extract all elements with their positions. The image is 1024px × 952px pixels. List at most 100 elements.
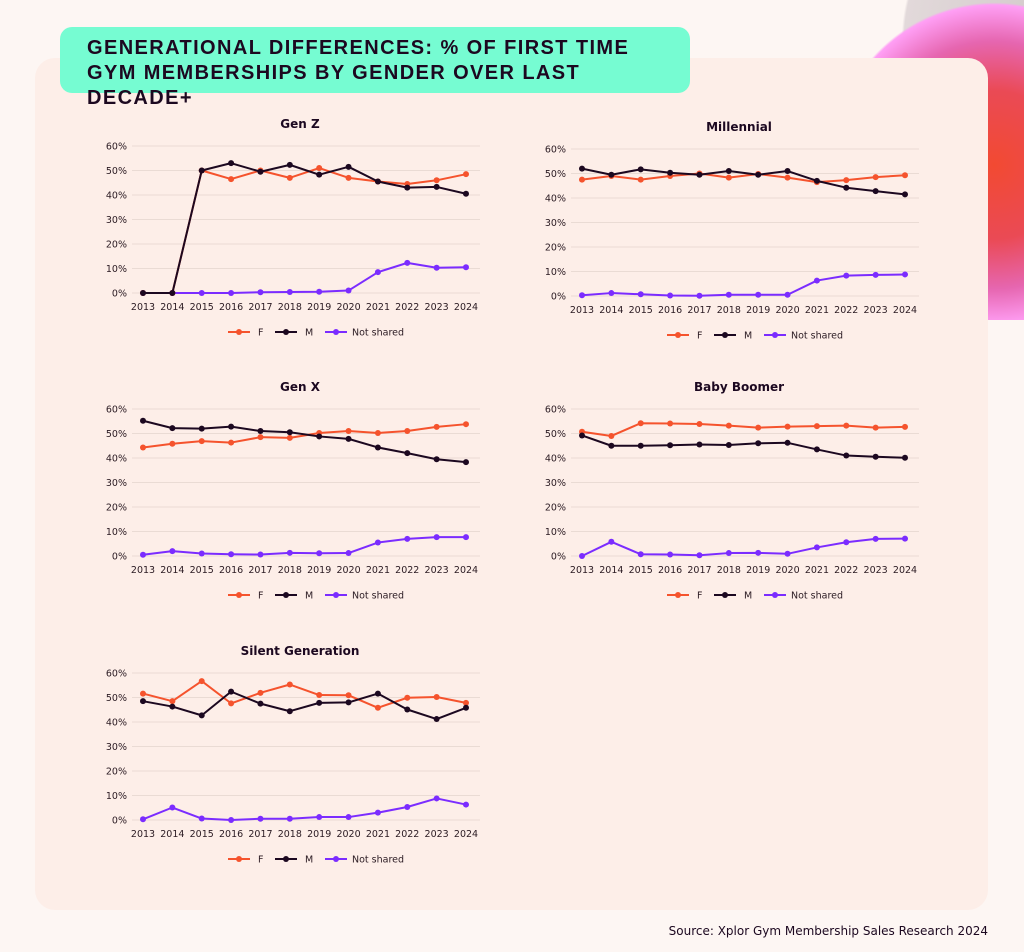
legend-label: Not shared (791, 591, 843, 602)
x-tick-label: 2020 (775, 305, 799, 316)
x-tick-label: 2023 (864, 565, 888, 576)
y-tick-label: 20% (545, 503, 566, 514)
x-tick-label: 2021 (366, 302, 390, 313)
x-tick-label: 2016 (658, 305, 682, 316)
data-point (404, 428, 411, 435)
legend-marker (772, 332, 778, 338)
data-point (316, 814, 323, 821)
legend-item: Not shared (764, 591, 843, 602)
data-point (345, 163, 352, 170)
data-point (579, 176, 585, 183)
data-point (784, 439, 791, 446)
data-point (608, 442, 615, 449)
series-line-m (142, 419, 467, 464)
x-tick-label: 2014 (599, 305, 623, 316)
data-point (902, 423, 908, 430)
data-point (843, 422, 850, 429)
data-point (813, 423, 820, 430)
legend-item: F (228, 855, 263, 866)
legend-marker (236, 592, 242, 598)
data-point (286, 681, 293, 688)
data-point (140, 417, 146, 424)
x-tick-label: 2022 (834, 305, 858, 316)
data-point (286, 174, 293, 181)
data-point (169, 425, 176, 432)
data-point (286, 429, 293, 436)
data-point (316, 433, 323, 440)
x-tick-label: 2014 (160, 829, 184, 840)
data-point (872, 453, 879, 460)
y-tick-label: 40% (106, 191, 127, 202)
series-line-f (142, 423, 467, 449)
data-point (257, 289, 264, 296)
data-point (228, 423, 235, 430)
y-tick-label: 50% (106, 693, 127, 704)
x-tick-label: 2020 (775, 565, 799, 576)
legend-item: M (714, 591, 752, 602)
data-point (463, 459, 469, 466)
data-point (755, 440, 762, 447)
data-point (345, 435, 352, 442)
data-point (404, 804, 411, 811)
data-point (374, 178, 381, 185)
x-tick-label: 2022 (395, 829, 419, 840)
data-point (696, 441, 703, 448)
line-chart-0: Gen Z 0% 10% 20% 30% 40% 50% 60% 2013 2014 2015 201… (106, 117, 480, 339)
y-tick-label: 60% (106, 142, 127, 153)
y-tick-label: 30% (106, 215, 127, 226)
series-line-m (143, 162, 467, 294)
x-tick-label: 2017 (687, 565, 711, 576)
legend-item: F (667, 591, 702, 602)
x-tick-label: 2013 (131, 565, 155, 576)
data-point (843, 184, 850, 191)
data-point (463, 190, 469, 197)
data-point (198, 815, 205, 822)
y-tick-label: 50% (545, 429, 566, 440)
data-point (228, 551, 235, 558)
x-tick-label: 2021 (366, 565, 390, 576)
x-tick-label: 2015 (190, 565, 214, 576)
data-point (140, 816, 146, 823)
data-point (433, 456, 440, 463)
data-point (404, 694, 411, 701)
x-tick-label: 2015 (190, 302, 214, 313)
x-tick-label: 2023 (425, 565, 449, 576)
data-point (433, 534, 440, 541)
data-point (169, 698, 176, 705)
y-tick-label: 50% (106, 429, 127, 440)
x-tick-label: 2020 (336, 829, 360, 840)
series-line-not-shared (143, 261, 467, 294)
data-point (140, 444, 146, 451)
x-tick-label: 2013 (131, 302, 155, 313)
legend-marker (772, 592, 778, 598)
data-point (169, 548, 176, 555)
y-tick-label: 40% (106, 454, 127, 465)
data-point (463, 534, 469, 541)
legend-marker (333, 856, 339, 862)
legend-item: F (228, 328, 263, 339)
data-point (463, 801, 469, 808)
data-point (608, 290, 615, 297)
x-tick-label: 2016 (219, 302, 243, 313)
data-point (755, 291, 762, 298)
y-tick-label: 60% (106, 669, 127, 680)
data-point (286, 289, 293, 296)
legend-label: Not shared (352, 855, 404, 866)
x-tick-label: 2024 (454, 565, 478, 576)
y-tick-label: 0% (112, 816, 127, 827)
legend-label: M (305, 855, 313, 866)
data-point (257, 551, 264, 558)
data-point (257, 434, 264, 441)
y-tick-label: 30% (545, 478, 566, 489)
x-tick-label: 2018 (278, 565, 302, 576)
data-point (843, 177, 850, 184)
x-tick-label: 2020 (336, 302, 360, 313)
legend-item: M (275, 591, 313, 602)
data-point (463, 421, 469, 428)
data-point (433, 177, 440, 184)
data-point (345, 174, 352, 181)
data-point (725, 174, 732, 181)
data-point (872, 424, 879, 431)
data-point (463, 171, 469, 178)
data-point (696, 292, 703, 299)
